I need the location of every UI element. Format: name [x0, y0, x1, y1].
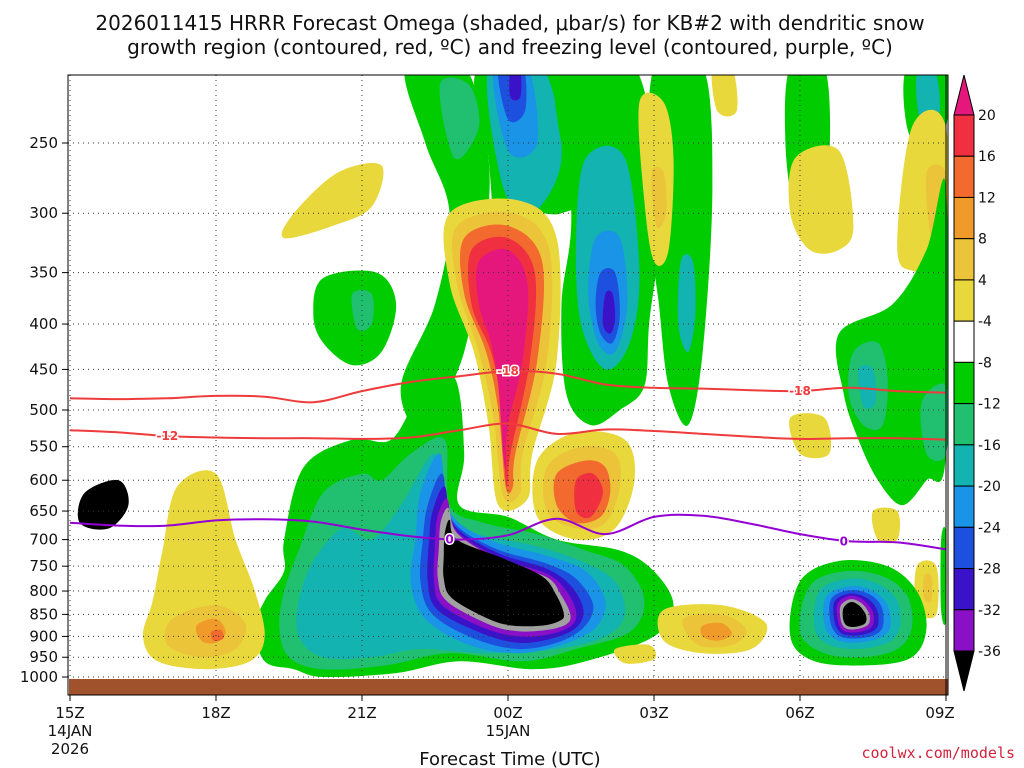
dgz-contour-minus18-label: -18 [789, 384, 811, 398]
y-tick-label: 850 [29, 605, 58, 623]
chart-title-line-1: 2026011415 HRRR Forecast Omega (shaded, … [95, 11, 924, 35]
y-tick-label: 300 [29, 204, 58, 222]
y-tick-label: 550 [29, 438, 58, 456]
colorbar-segment [953, 196, 975, 240]
omega-rise-jet-indigo [509, 75, 522, 101]
omega-rise-right-edge-green [940, 526, 947, 626]
dgz-contour-minus12 [69, 422, 947, 441]
omega-sink-mid-red [574, 473, 603, 519]
colorbar-segment [953, 361, 975, 405]
colorbar-label: -20 [978, 479, 1001, 495]
x-tick-label: 21Z [347, 704, 376, 722]
dgz-contour-minus18-label: -18 [497, 364, 519, 378]
x-tick-label: 15Z [55, 704, 84, 722]
credit-text: coolwx.com/models [861, 744, 1015, 762]
dgz-contour-minus18 [69, 370, 947, 404]
omega-sink-upper-left-yellow [281, 162, 384, 239]
omega-sink-upper-yellow-b [788, 145, 854, 254]
x-tick-label: 09Z [925, 704, 954, 722]
colorbar: 20 16 12 8 4 -4 -8 -12 -16 -20 -24 -28 -32 -36 [953, 74, 1001, 692]
y-tick-label: 900 [29, 627, 58, 645]
colorbar-label: -24 [978, 520, 1001, 536]
freezing-level-contour-label: 0 [840, 534, 848, 548]
omega-rise-island-left-seagreen [351, 289, 374, 332]
colorbar-label: 8 [978, 232, 987, 248]
omega-sink-upper-gold-a [651, 166, 667, 229]
colorbar-segment [953, 485, 975, 528]
omega-rise-core-black [443, 519, 565, 627]
omega-sink-top-yellow [711, 75, 738, 117]
colorbar-segment [953, 526, 975, 570]
y-tick-label: 500 [29, 401, 58, 419]
omega-sink-lowlevel-small-yellow [613, 644, 656, 664]
colorbar-bottom-arrow [953, 650, 975, 692]
x-date-label: 15JAN [486, 722, 531, 740]
colorbar-label: -12 [978, 397, 1001, 413]
colorbar-segment [953, 444, 975, 487]
colorbar-segment [953, 568, 975, 611]
x-tick-label: 06Z [785, 704, 814, 722]
ground-fill [69, 679, 948, 695]
chart-title-line-2: growth region (contoured, red, ºC) and f… [127, 35, 893, 59]
omega-blank [77, 479, 129, 530]
y-tick-label: 650 [29, 502, 58, 520]
colorbar-label: 4 [978, 273, 987, 289]
y-tick-label: 350 [29, 264, 58, 282]
colorbar-label: -28 [978, 562, 1001, 578]
y-tick-label: 250 [29, 134, 58, 152]
omega-sink-lowlevel-right-gold [923, 573, 933, 603]
y-axis-pressure: 250 300 350 400 450 500 550 600 650 700 750 800 850 9… [20, 134, 68, 686]
colorbar-label: -8 [978, 355, 992, 371]
x-tick-label: 03Z [639, 704, 668, 722]
x-tick-label: 18Z [201, 704, 230, 722]
x-year-label: 2026 [51, 740, 89, 758]
colorbar-label: -4 [978, 314, 992, 330]
colorbar-top-arrow [953, 74, 975, 116]
colorbar-segment [953, 320, 975, 363]
colorbar-segment [953, 155, 975, 198]
y-tick-label: 950 [29, 648, 58, 666]
colorbar-segment [953, 609, 975, 652]
omega-rise-right-edge-seagreen [920, 383, 948, 462]
colorbar-label: 12 [978, 190, 996, 206]
colorbar-label: -16 [978, 438, 1001, 454]
y-tick-label: 800 [29, 582, 58, 600]
y-tick-label: 400 [29, 315, 58, 333]
colorbar-segment [953, 403, 975, 446]
colorbar-label: -36 [978, 644, 1001, 660]
colorbar-label: 20 [978, 108, 996, 124]
temperature-contours: -18 -18 -12 0 0 [69, 363, 947, 551]
omega-rise-jet-seagreen-left [439, 77, 480, 160]
x-date-label: 14JAN [48, 722, 93, 740]
omega-rise-upper-column-indigo [602, 290, 616, 334]
x-tick-label: 00Z [493, 704, 522, 722]
y-tick-label: 700 [29, 531, 58, 549]
dgz-contour-minus12-label: -12 [156, 429, 178, 443]
omega-sink-column-pink [476, 248, 529, 469]
gridlines [68, 75, 948, 695]
omega-shaded-field [77, 75, 948, 678]
omega-rise-later-black [842, 601, 867, 627]
omega-sink-lowlevel-left-orange [210, 629, 224, 642]
freezing-level-contour [69, 513, 947, 551]
y-tick-label: 450 [29, 360, 58, 378]
omega-rise-upper-mid-teal [677, 254, 696, 353]
omega-rise-upper-left-green [400, 75, 490, 455]
colorbar-label: -32 [978, 603, 1001, 619]
freezing-level-contour-label: 0 [445, 533, 453, 547]
colorbar-segment [953, 114, 975, 157]
colorbar-segment [953, 279, 975, 322]
y-tick-label: 600 [29, 471, 58, 489]
omega-sink-small-right-yellow [871, 507, 901, 544]
y-tick-label: 750 [29, 557, 58, 575]
omega-sink-mid-right-yellow-b [789, 413, 832, 459]
ground-layer [69, 679, 948, 695]
omega-rise-right-column-teal [858, 365, 877, 409]
y-tick-label: 1000 [20, 668, 58, 686]
colorbar-segment [953, 238, 975, 281]
x-axis-label: Forecast Time (UTC) [419, 749, 600, 768]
colorbar-label: 16 [978, 149, 996, 165]
